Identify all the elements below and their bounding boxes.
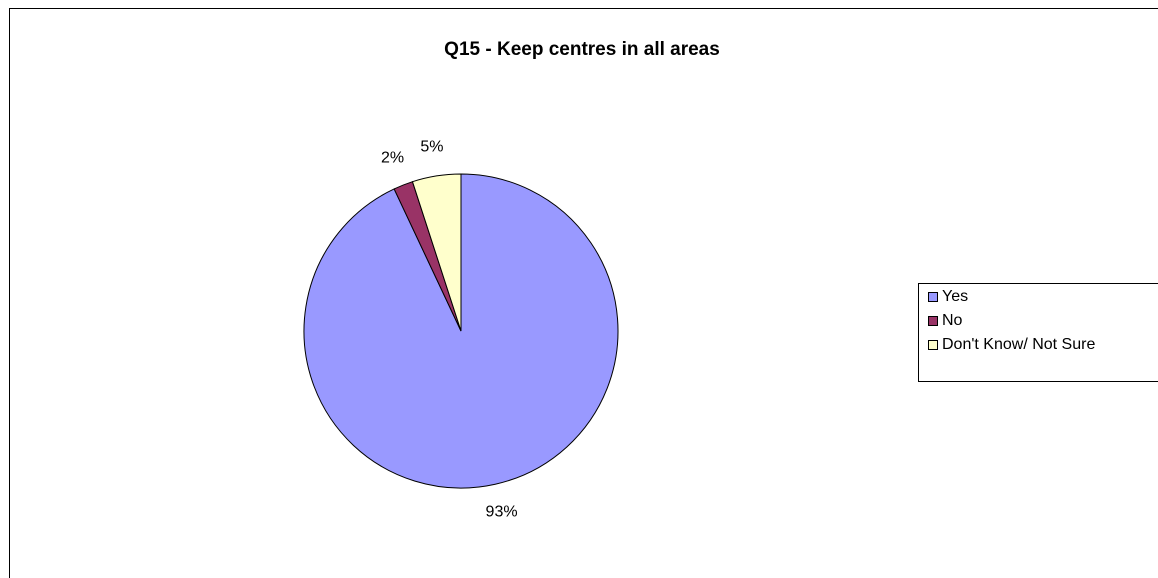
legend-label: No [942,312,963,329]
legend-swatch [928,316,938,326]
chart-title: Q15 - Keep centres in all areas [444,39,720,60]
data-label: 2% [381,149,404,166]
legend-swatch [928,340,938,350]
pie-slice [411,173,462,332]
legend-swatch [928,292,938,302]
legend-box [918,283,1158,382]
legend-label: Don't Know/ Not Sure [942,336,1095,353]
data-label: 93% [486,504,518,521]
legend-label: Yes [942,288,968,305]
data-label: 5% [420,139,443,156]
